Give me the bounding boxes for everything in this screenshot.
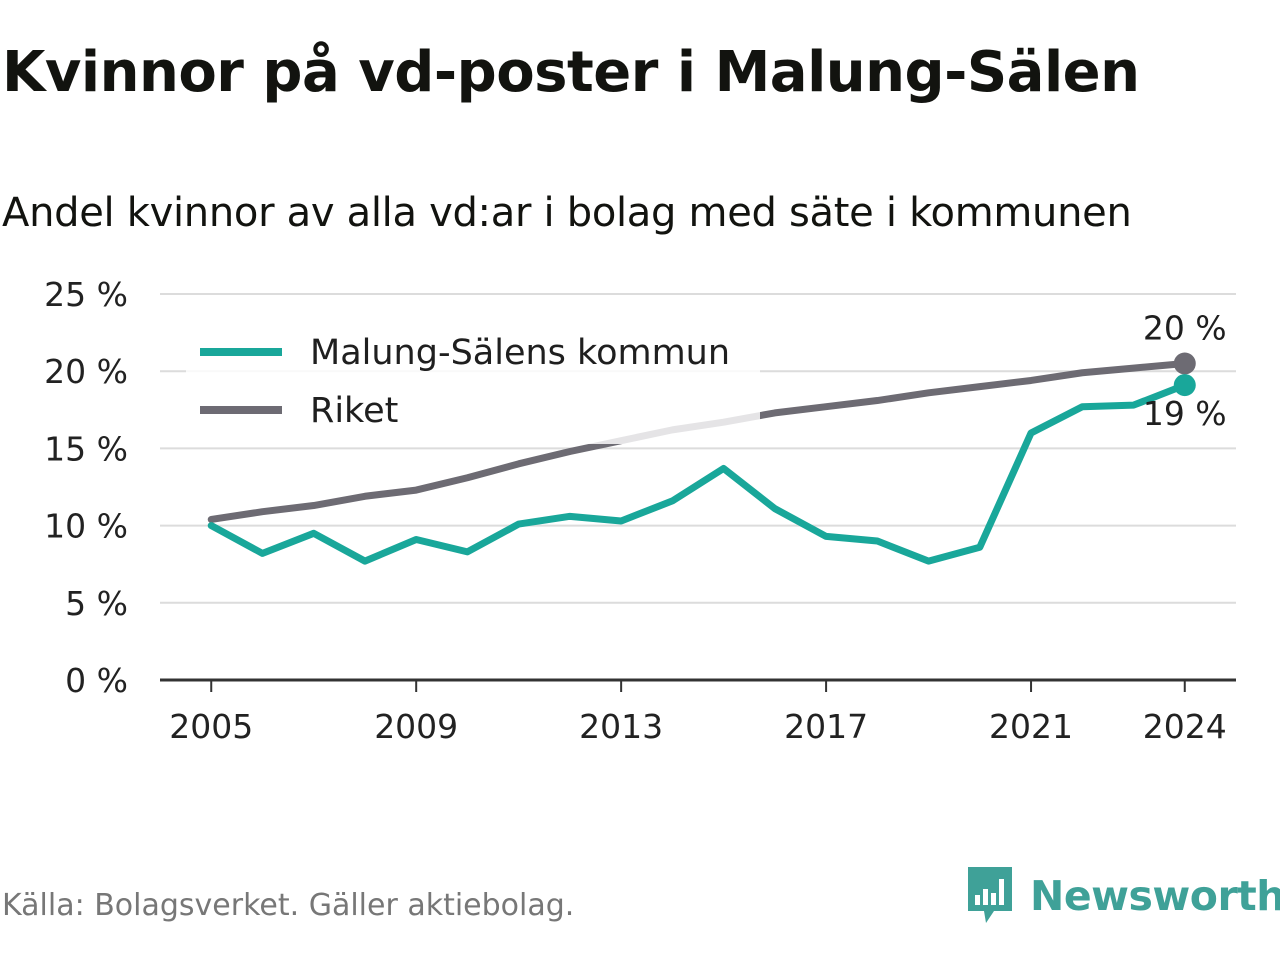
chart-subtitle: Andel kvinnor av alla vd:ar i bolag med … <box>2 190 1132 236</box>
series-line-malung-salen <box>207 381 1189 565</box>
y-tick-label: 0 % <box>65 661 128 700</box>
y-tick-label: 20 % <box>44 352 128 391</box>
x-tick-label: 2021 <box>989 707 1073 746</box>
chart-title: Kvinnor på vd-poster i Malung-Sälen <box>2 40 1140 105</box>
x-axis: 2005 2009 2013 2017 2021 2024 <box>160 678 1236 746</box>
source-note: Källa: Bolagsverket. Gäller aktiebolag. <box>2 888 575 923</box>
end-point-malung-salen <box>1173 374 1196 397</box>
y-tick-label: 15 % <box>44 429 128 468</box>
x-tick-label: 2005 <box>169 707 253 746</box>
x-tick-label: 2013 <box>579 707 663 746</box>
x-tick-label: 2009 <box>374 707 458 746</box>
newsworthy-logo-icon <box>968 867 1012 923</box>
end-label-riket: 20 % <box>1143 308 1227 347</box>
legend: Malung-Sälens kommun Riket <box>186 320 760 444</box>
y-tick-label: 25 % <box>44 275 128 314</box>
x-tick-label: 2024 <box>1143 707 1227 746</box>
end-points: 20 % 19 % <box>1143 308 1227 433</box>
legend-label: Malung-Sälens kommun <box>310 333 730 373</box>
brand-name: Newsworthy <box>1030 872 1280 920</box>
legend-label: Riket <box>310 391 398 431</box>
end-point-riket <box>1173 352 1196 375</box>
brand-logo: Newsworthy <box>964 864 1280 928</box>
y-tick-label: 10 % <box>44 507 128 546</box>
y-tick-label: 5 % <box>65 584 128 623</box>
end-label-malung-salen: 19 % <box>1143 394 1227 433</box>
legend-background <box>186 320 760 444</box>
y-axis-ticks: 0 % 5 % 10 % 15 % 20 % 25 % <box>44 275 128 700</box>
x-tick-label: 2017 <box>784 707 868 746</box>
